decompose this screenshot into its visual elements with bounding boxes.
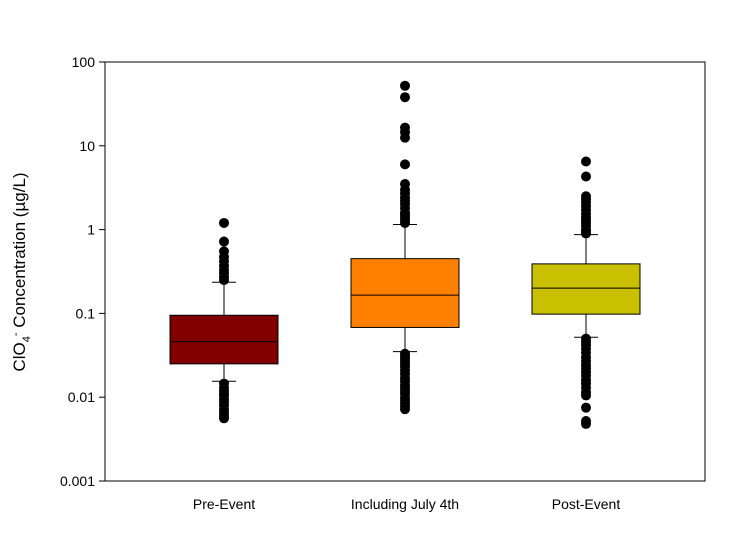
outlier-point-2-0 [581, 156, 591, 167]
outlier-point-2-33 [581, 418, 591, 429]
outlier-point-1-4 [400, 132, 410, 143]
y-tick-label-3: 1 [87, 222, 95, 238]
x-category-label-1: Including July 4th [351, 496, 459, 512]
y-axis-title-subscript: 4 [21, 336, 33, 342]
y-axis-title: ClO4- Concentration (µg/L) [10, 172, 33, 371]
outlier-point-1-0 [400, 80, 410, 91]
y-axis-title-rest: Concentration (µg/L) [10, 172, 29, 332]
box-2 [531, 263, 641, 315]
outlier-point-0-9 [219, 275, 229, 286]
x-category-label-0: Pre-Event [193, 496, 255, 512]
x-category-label-2: Post-Event [552, 496, 621, 512]
outlier-point-1-17 [400, 217, 410, 228]
outlier-point-1-1 [400, 92, 410, 103]
outlier-point-2-30 [581, 390, 591, 401]
outlier-point-1-36 [400, 404, 410, 415]
outlier-point-2-1 [581, 171, 591, 182]
box-0 [169, 314, 279, 365]
y-tick-label-4: 10 [79, 138, 95, 154]
y-tick-label-1: 0.01 [68, 389, 95, 405]
y-tick-label-0: 0.001 [60, 473, 95, 489]
outlier-point-0-1 [219, 236, 229, 247]
box-1 [350, 258, 460, 328]
outlier-point-2-14 [581, 228, 591, 239]
plot-layer: 0.001 0.01 0.1 1 10 100 Pre-Event Including Jul… [60, 54, 706, 512]
outlier-point-2-31 [581, 402, 591, 413]
outlier-point-1-5 [400, 159, 410, 170]
y-axis-title-text: ClO4- Concentration (µg/L) [10, 172, 33, 371]
outlier-point-0-0 [219, 217, 229, 228]
y-axis-title-superscript: - [10, 332, 22, 336]
y-tick-label-2: 0.1 [76, 305, 96, 321]
plot-frame [104, 61, 706, 482]
outlier-point-0-21 [219, 413, 229, 424]
y-tick-label-5: 100 [72, 54, 96, 70]
y-axis-title-main: ClO [10, 342, 29, 371]
